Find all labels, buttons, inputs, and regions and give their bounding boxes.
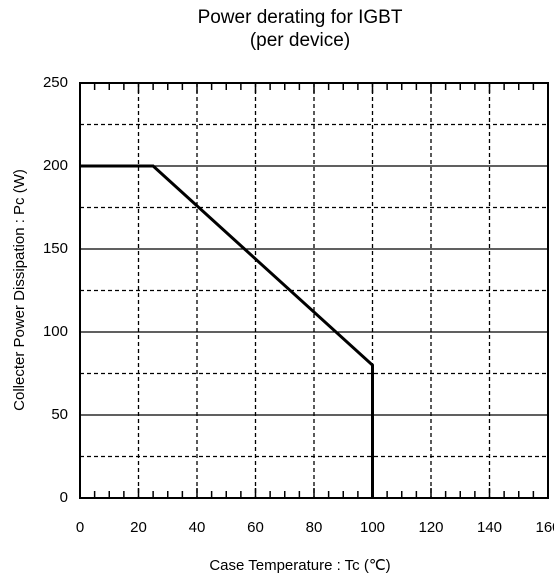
plot-frame <box>79 82 549 499</box>
line-series <box>80 164 374 498</box>
x-tick-label: 20 <box>130 519 147 536</box>
x-tick-label: 80 <box>306 519 323 536</box>
y-tick-label: 0 <box>60 489 68 506</box>
x-tick-label: 120 <box>418 519 443 536</box>
x-tick-label: 140 <box>477 519 502 536</box>
y-axis-label: Collecter Power Dissipation : Pc (W) <box>11 169 28 411</box>
x-tick-label: 160 <box>535 519 554 536</box>
y-tick-label: 150 <box>43 240 68 257</box>
x-tick-label: 60 <box>247 519 264 536</box>
y-tick-label: 50 <box>51 406 68 423</box>
chart-subtitle: (per device) <box>250 30 350 51</box>
x-tick-label: 0 <box>76 519 84 536</box>
x-tick-label: 100 <box>360 519 385 536</box>
chart-title: Power derating for IGBT <box>198 7 403 28</box>
y-tick-label: 250 <box>43 74 68 91</box>
y-tick-label: 100 <box>43 323 68 340</box>
x-tick-label: 40 <box>189 519 206 536</box>
x-axis-label: Case Temperature : Tc (℃) <box>209 557 390 574</box>
y-tick-label: 200 <box>43 157 68 174</box>
